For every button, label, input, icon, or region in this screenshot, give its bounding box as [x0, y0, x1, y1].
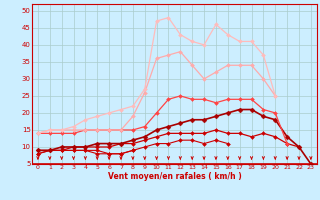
X-axis label: Vent moyen/en rafales ( km/h ): Vent moyen/en rafales ( km/h ) [108, 172, 241, 181]
